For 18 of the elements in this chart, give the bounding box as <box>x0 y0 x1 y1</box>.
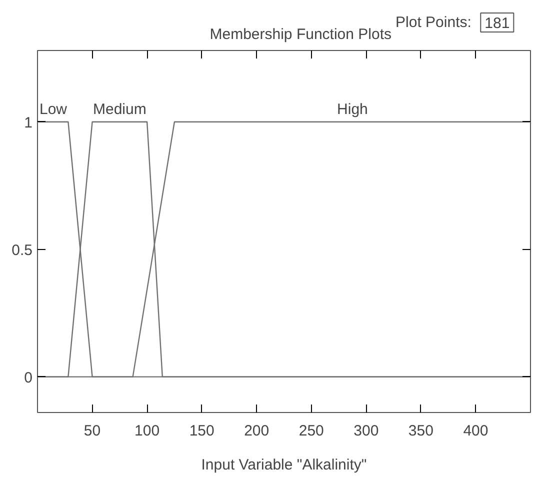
series-label: High <box>337 100 368 118</box>
text: Plot Points: <box>396 14 472 31</box>
x-tick-label: 350 <box>408 422 434 440</box>
x-tick-label: 300 <box>354 422 379 440</box>
y-tick-label: 0.5 <box>12 242 33 259</box>
x-axis-title: Input Variable "Alkalinity" <box>201 456 367 474</box>
x-tick-label: 250 <box>298 422 324 440</box>
x-tick-label: 400 <box>463 422 488 440</box>
series-label: Medium <box>92 100 146 118</box>
text: 181 <box>484 15 510 32</box>
y-tick-label: 1 <box>24 114 32 132</box>
x-tick-label: 50 <box>84 422 101 440</box>
y-tick-label: 0 <box>24 369 32 386</box>
x-tick-label: 200 <box>244 422 270 440</box>
chart-title: Membership Function Plots <box>210 26 392 43</box>
x-tick-label: 100 <box>134 422 160 440</box>
x-tick-label: 150 <box>189 422 214 440</box>
series-label: Low <box>40 100 68 118</box>
